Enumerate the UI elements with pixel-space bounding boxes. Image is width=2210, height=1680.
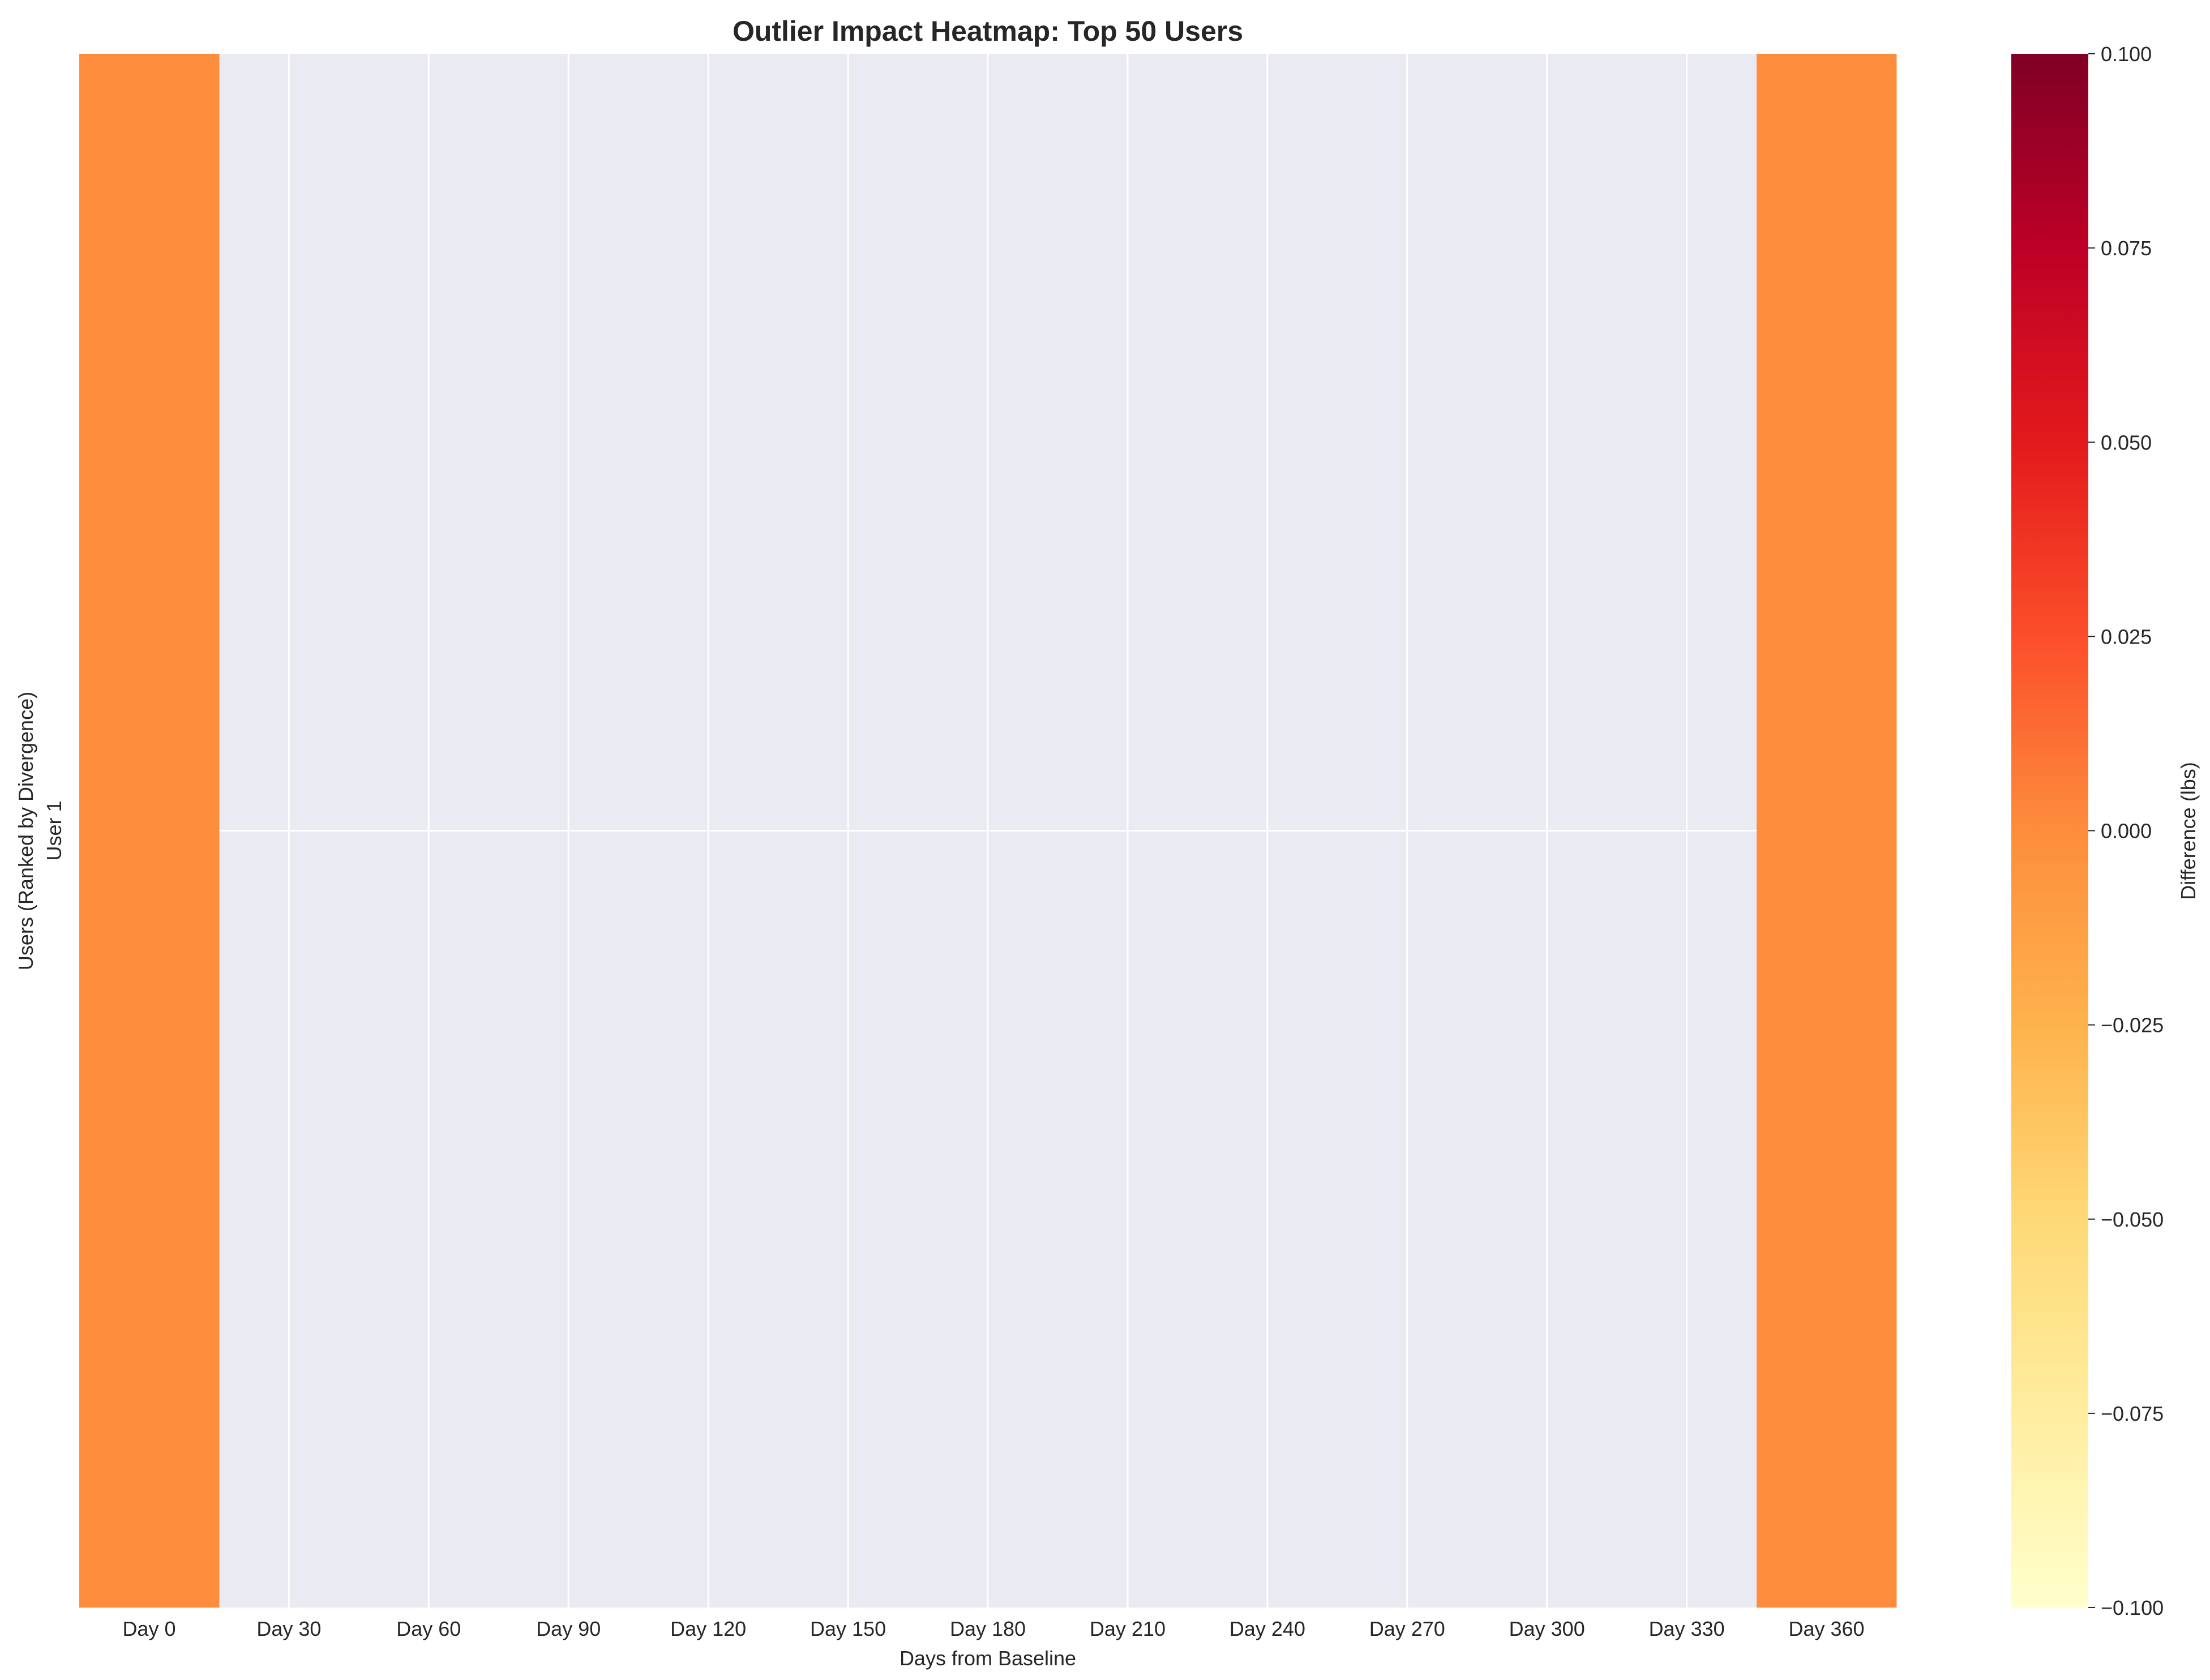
colorbar-tick-label: 0.075 — [2101, 237, 2152, 260]
x-tick-label: Day 240 — [1230, 1617, 1305, 1640]
x-tick-label: Day 270 — [1369, 1617, 1445, 1640]
x-tick-label: Day 210 — [1090, 1617, 1166, 1640]
colorbar-tick-label: 0.050 — [2101, 431, 2152, 454]
x-tick-label: Day 30 — [256, 1617, 321, 1640]
colorbar-tick-label: −0.075 — [2101, 1402, 2164, 1425]
x-axis-label: Days from Baseline — [900, 1647, 1076, 1670]
colorbar-tick-label: 0.025 — [2101, 625, 2152, 648]
gridlines — [79, 54, 1896, 1608]
colorbar-label: Difference (lbs) — [2177, 762, 2200, 899]
colorbar-tick-label: −0.050 — [2101, 1208, 2164, 1231]
x-tick-label: Day 90 — [536, 1617, 601, 1640]
colorbar-ticks: −0.100 −0.075 −0.050 −0.025 0.000 0.025 0.050 0… — [2088, 42, 2164, 1619]
x-tick-label: Day 330 — [1649, 1617, 1725, 1640]
x-tick-label: Day 0 — [122, 1617, 175, 1640]
x-tick-label: Day 180 — [950, 1617, 1026, 1640]
colorbar — [2011, 54, 2088, 1608]
y-tick-label: User 1 — [42, 800, 66, 860]
colorbar-tick-label: 0.000 — [2101, 820, 2152, 843]
chart-title: Outlier Impact Heatmap: Top 50 Users — [733, 15, 1243, 47]
colorbar-tick-label: 0.100 — [2101, 42, 2152, 66]
x-tick-labels: Day 0 Day 30 Day 60 Day 90 Day 120 Day 150 Day… — [122, 1617, 1864, 1640]
x-tick-label: Day 360 — [1788, 1617, 1864, 1640]
heatmap-cell — [1757, 54, 1897, 1608]
y-tick-labels: User 1 — [42, 800, 66, 860]
x-tick-label: Day 60 — [396, 1617, 461, 1640]
x-tick-label: Day 150 — [810, 1617, 886, 1640]
heatmap-cells — [79, 54, 1897, 1608]
colorbar-tick-label: −0.100 — [2101, 1596, 2164, 1619]
colorbar-tick-label: −0.025 — [2101, 1014, 2164, 1037]
heatmap-cell — [79, 54, 220, 1608]
x-tick-label: Day 300 — [1509, 1617, 1585, 1640]
x-tick-label: Day 120 — [670, 1617, 746, 1640]
y-axis-label: Users (Ranked by Divergence) — [14, 692, 37, 970]
